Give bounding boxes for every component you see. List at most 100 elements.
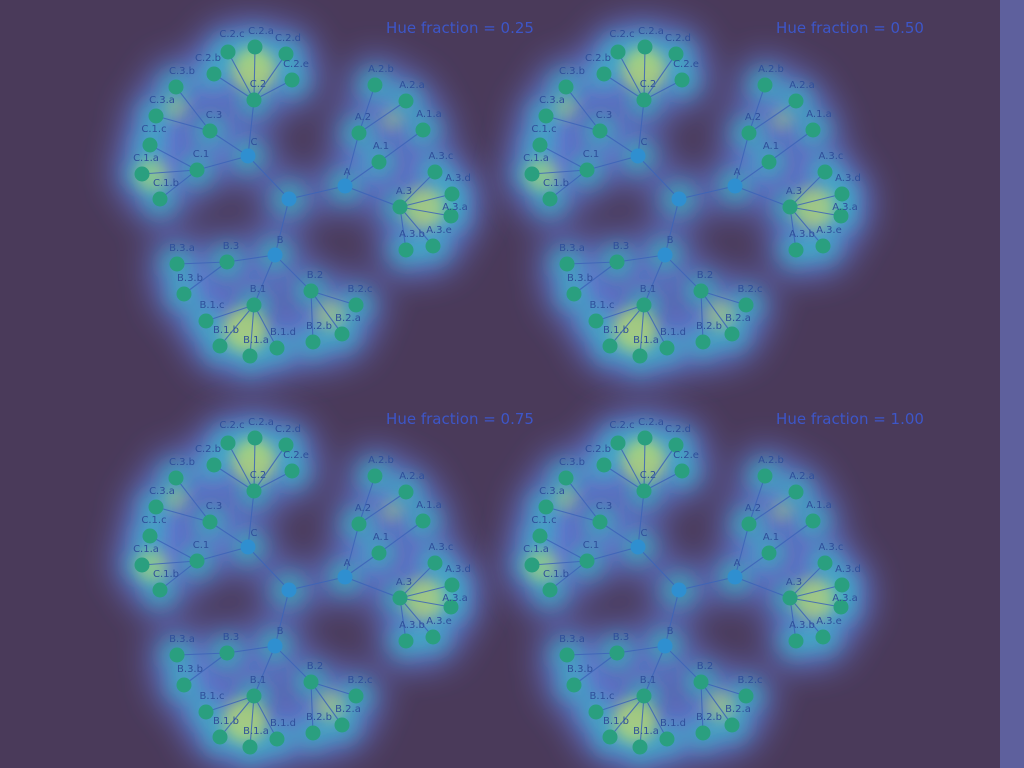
- edge-b-b-1: [643, 645, 666, 697]
- node-label-c-2-d: C.2.d: [665, 424, 691, 435]
- node-label-c: C: [251, 528, 258, 539]
- edge-c-1-c-1-b: [549, 560, 588, 591]
- edge-a-3-a-3-c: [789, 171, 826, 208]
- edge-a-3-a-3-e: [789, 597, 824, 638]
- panel-4: C C.1 C.1.a C.1.b C.1.c C.2 C.2.a C.2.b C.2.c C.2…: [502, 408, 924, 768]
- edge-c-1-c-1-c: [149, 535, 198, 562]
- node-b-3: [219, 645, 235, 661]
- edge-root-a: [678, 185, 736, 200]
- node-root: [671, 191, 687, 207]
- node-b-2-a: [724, 326, 740, 342]
- node-a-3-a: [833, 208, 849, 224]
- node-b-2-a: [334, 326, 350, 342]
- node-b-3: [609, 645, 625, 661]
- node-c-2-d: [668, 46, 684, 62]
- node-label-a: A: [344, 167, 351, 178]
- edge-b-2-b-2-c: [700, 681, 747, 697]
- node-b-1-d: [269, 731, 285, 747]
- node-a: [337, 569, 353, 585]
- node-b-2: [303, 283, 319, 299]
- node-label-c-3-b: C.3.b: [169, 457, 195, 468]
- edge-b-b-2: [664, 645, 702, 683]
- edge-a-1-a-1-a: [768, 520, 814, 554]
- node-b-3-b: [176, 677, 192, 693]
- node-label-c-2: C.2: [640, 79, 657, 90]
- edge-c-3-c-3-a: [155, 115, 211, 132]
- node-c-2-e: [284, 463, 300, 479]
- edge-b-1-b-1-a: [639, 304, 645, 357]
- tree-edges: [531, 46, 843, 357]
- node-a-1: [371, 545, 387, 561]
- node-label-a-3: A.3: [786, 186, 802, 197]
- node-a: [727, 178, 743, 194]
- edge-a-2-a-2-b: [358, 475, 376, 525]
- node-label-c-3-b: C.3.b: [559, 66, 585, 77]
- node-c-3-a: [148, 108, 164, 124]
- node-a-3: [392, 590, 408, 606]
- node-b-2-b: [695, 334, 711, 350]
- node-label-a-3-a: A.3.a: [442, 593, 468, 604]
- node-label-b-3-a: B.3.a: [559, 634, 585, 645]
- node-label-c-1-a: C.1.a: [523, 153, 549, 164]
- node-label-c-3: C.3: [206, 110, 223, 121]
- edge-c-2-c-2-c: [617, 51, 645, 101]
- node-b-1: [636, 688, 652, 704]
- node-label-b-3-a: B.3.a: [559, 243, 585, 254]
- tree-labels: C C.1 C.1.a C.1.b C.1.c C.2 C.2.a C.2.b C.2.c C.2…: [523, 417, 861, 737]
- node-label-b-2: B.2: [697, 661, 713, 672]
- edge-a-2-a-2-a: [358, 100, 407, 134]
- node-label-c-3: C.3: [206, 501, 223, 512]
- node-a-2-a: [788, 93, 804, 109]
- edge-c-c-2: [637, 99, 645, 157]
- node-a-1-a: [805, 513, 821, 529]
- node-label-b-1-b: B.1.b: [603, 716, 629, 727]
- node-a-1-a: [805, 122, 821, 138]
- node-label-c-1-a: C.1.a: [523, 544, 549, 555]
- node-label-c-3: C.3: [596, 110, 613, 121]
- edge-b-1-b-1-a: [249, 304, 255, 357]
- node-label-b-1: B.1: [250, 675, 266, 686]
- edge-b-1-b-1-b: [219, 695, 255, 738]
- node-b-3: [219, 254, 235, 270]
- node-b-2-a: [334, 717, 350, 733]
- node-label-c-3-a: C.3.a: [539, 486, 565, 497]
- edge-b-2-b-2-b: [310, 290, 314, 343]
- node-label-a-3-d: A.3.d: [835, 564, 861, 575]
- node-a-2-b: [367, 77, 383, 93]
- node-c-2-d: [668, 437, 684, 453]
- edge-b-3-b-3-b: [183, 261, 228, 295]
- tree-labels: C C.1 C.1.a C.1.b C.1.c C.2 C.2.a C.2.b C.2.c C.2…: [133, 417, 471, 737]
- node-label-a-3-b: A.3.b: [399, 229, 425, 240]
- edge-a-2-a-2-a: [748, 491, 797, 525]
- node-b: [267, 247, 283, 263]
- edge-c-1-c-1-b: [159, 560, 198, 591]
- node-c-2-a: [247, 430, 263, 446]
- node-c-3: [202, 123, 218, 139]
- node-label-b-2-a: B.2.a: [335, 313, 361, 324]
- edge-b-1-b-1-d: [253, 695, 278, 740]
- node-label-c-2-b: C.2.b: [195, 444, 221, 455]
- tree-nodes: [134, 39, 460, 364]
- edge-c-c-2: [247, 99, 255, 157]
- node-c-3-a: [148, 499, 164, 515]
- node-a-2-a: [788, 484, 804, 500]
- node-b-2-c: [738, 297, 754, 313]
- node-b-1-d: [659, 731, 675, 747]
- edge-a-1-a-1-a: [378, 129, 424, 163]
- node-label-b-3-b: B.3.b: [177, 664, 203, 675]
- edge-root-a: [678, 576, 736, 591]
- node-label-c-2: C.2: [250, 79, 267, 90]
- edge-b-1-b-1-b: [609, 304, 645, 347]
- edge-c-2-c-2-b: [213, 464, 255, 492]
- node-label-a-3: A.3: [786, 577, 802, 588]
- node-label-b-2-a: B.2.a: [725, 704, 751, 715]
- node-a-2-b: [757, 77, 773, 93]
- node-b-2-b: [305, 334, 321, 350]
- node-a-3-a: [443, 599, 459, 615]
- node-label-b-2-b: B.2.b: [306, 712, 332, 723]
- node-a-3-d: [444, 577, 460, 593]
- node-c-2-c: [610, 44, 626, 60]
- node-c-3-b: [168, 79, 184, 95]
- edge-c-2-c-2-c: [227, 442, 255, 492]
- node-c-3-b: [558, 79, 574, 95]
